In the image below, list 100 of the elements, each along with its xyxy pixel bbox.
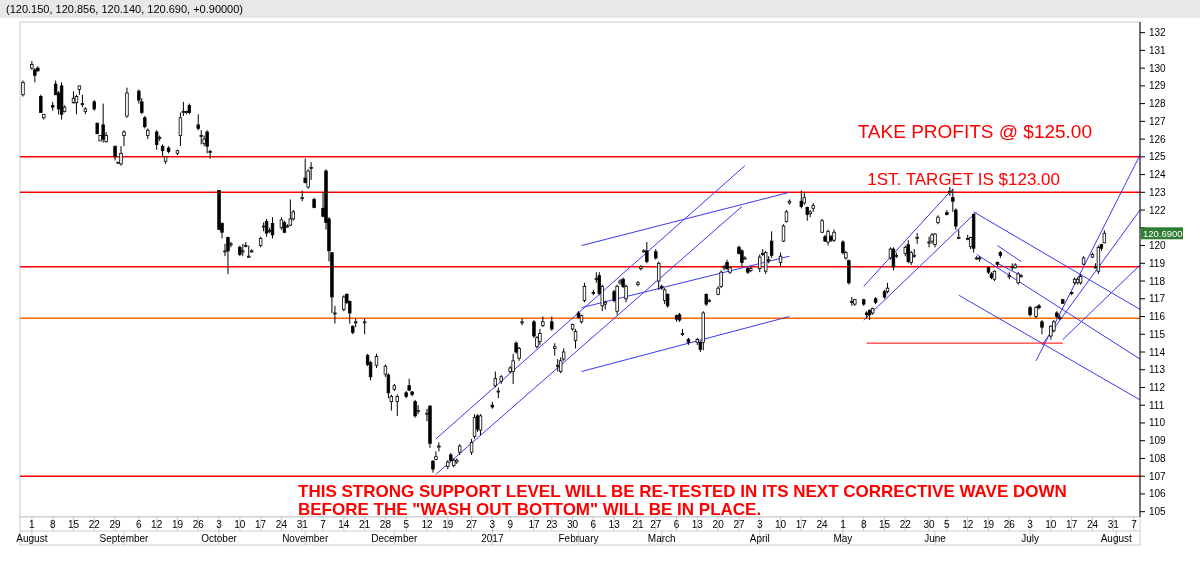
x-tick-label: 24 <box>275 519 288 530</box>
y-tick-label: 108 <box>1149 452 1167 464</box>
annotation: 1ST. TARGET IS $123.00 <box>867 170 1060 189</box>
x-tick-label: 15 <box>878 519 891 530</box>
y-tick-label: 126 <box>1149 133 1167 145</box>
x-tick-label: 19 <box>982 519 995 530</box>
x-tick-label: 13 <box>608 519 621 530</box>
y-tick-label: 111 <box>1149 399 1165 411</box>
y-tick-label: 110 <box>1149 417 1166 429</box>
x-tick-label: 6 <box>590 519 597 530</box>
x2-tick-label: April <box>749 533 770 544</box>
x-tick-label: 28 <box>379 519 392 530</box>
x-tick-label: 19 <box>171 519 184 530</box>
y-tick-label: 118 <box>1149 275 1166 287</box>
x2-tick-label: August <box>1100 533 1133 544</box>
x-tick-label: 8 <box>860 519 867 530</box>
chart-title: (120.150, 120.856, 120.140, 120.690, +0.90000) <box>6 3 244 15</box>
x-tick-label: 31 <box>296 519 309 530</box>
x-tick-label: 5 <box>944 519 951 530</box>
x-tick-label: 21 <box>359 519 371 530</box>
annotation: BEFORE THE "WASH OUT BOTTOM" WILL BE IN PLACE. <box>298 500 762 519</box>
x-tick-label: 7 <box>1131 519 1138 530</box>
y-tick-label: 128 <box>1149 98 1167 110</box>
x-tick-label: 3 <box>756 519 763 530</box>
x-tick-label: 8 <box>49 519 56 530</box>
x2-tick-label: June <box>924 533 947 544</box>
x-tick-label: 19 <box>442 519 454 530</box>
y-tick-label: 117 <box>1149 293 1166 305</box>
y-tick-label: 120 <box>1149 240 1167 252</box>
y-tick-label: 125 <box>1149 151 1167 163</box>
x-tick-label: 1 <box>840 519 847 530</box>
x-tick-label: 3 <box>1027 519 1034 530</box>
y-tick-label: 115 <box>1149 328 1166 340</box>
y-tick-label: 105 <box>1149 506 1167 518</box>
x-tick-label: 10 <box>1045 519 1057 530</box>
x-tick-label: 26 <box>1003 519 1016 530</box>
x-tick-label: 21 <box>632 519 644 530</box>
x-tick-label: 12 <box>962 519 974 530</box>
x-tick-label: 15 <box>67 519 80 530</box>
y-tick-label: 131 <box>1149 44 1167 56</box>
y-tick-label: 106 <box>1149 488 1167 500</box>
x2-tick-label: August <box>16 533 48 544</box>
y-tick-label: 112 <box>1149 381 1166 393</box>
x-tick-label: 17 <box>528 519 540 530</box>
x-tick-label: 26 <box>192 519 205 530</box>
annotation: TAKE PROFITS @ $125.00 <box>857 121 1092 142</box>
x-tick-label: 30 <box>567 519 579 530</box>
y-tick-label: 107 <box>1149 470 1167 482</box>
x-tick-label: 31 <box>1107 519 1120 530</box>
x-tick-label: 7 <box>320 519 327 530</box>
x-tick-label: 22 <box>88 519 101 530</box>
x-tick-label: 20 <box>712 519 725 530</box>
x-tick-label: 6 <box>136 519 143 530</box>
x2-tick-label: October <box>201 533 238 544</box>
x-tick-label: 30 <box>923 519 936 530</box>
y-tick-label: 124 <box>1149 169 1167 181</box>
x-tick-label: 12 <box>421 519 433 530</box>
x-tick-label: 5 <box>403 519 410 530</box>
x-tick-label: 17 <box>255 519 267 530</box>
x2-tick-label: 2017 <box>481 533 504 544</box>
x-tick-label: 17 <box>1066 519 1078 530</box>
x-tick-label: 22 <box>899 519 912 530</box>
y-tick-label: 119 <box>1149 257 1166 269</box>
y-tick-label: 127 <box>1149 115 1167 127</box>
x-tick-label: 10 <box>774 519 787 530</box>
x-tick-label: 6 <box>673 519 680 530</box>
x-tick-label: 12 <box>151 519 163 530</box>
x2-tick-label: February <box>558 533 599 544</box>
y-tick-label: 130 <box>1149 62 1167 74</box>
y-tick-label: 113 <box>1149 364 1166 376</box>
x2-tick-label: December <box>371 533 419 544</box>
y-tick-label: 109 <box>1149 435 1167 447</box>
x2-tick-label: May <box>833 533 853 544</box>
x-tick-label: 24 <box>816 519 829 530</box>
y-tick-label: 132 <box>1149 27 1167 39</box>
x-tick-label: 27 <box>466 519 478 530</box>
x2-tick-label: September <box>99 533 150 544</box>
x2-tick-label: March <box>647 533 676 544</box>
x2-tick-label: July <box>1021 533 1039 544</box>
y-tick-label: 122 <box>1149 204 1167 216</box>
y-tick-label: 129 <box>1149 80 1167 92</box>
x-tick-label: 27 <box>650 519 662 530</box>
text: 120.6900 <box>1143 227 1183 239</box>
x-tick-label: 10 <box>234 519 246 530</box>
annotation: THIS STRONG SUPPORT LEVEL WILL BE RE-TESTED IN ITS NEXT CORRECTIVE WAVE DOWN <box>298 482 1067 501</box>
x-tick-label: 3 <box>489 519 496 530</box>
x-tick-label: 1 <box>29 519 36 530</box>
x2-tick-label: November <box>282 533 329 544</box>
y-tick-label: 116 <box>1149 311 1166 323</box>
x-tick-label: 23 <box>546 519 558 530</box>
y-tick-label: 114 <box>1149 346 1166 358</box>
x-tick-label: 3 <box>216 519 223 530</box>
x-tick-label: 29 <box>109 519 122 530</box>
y-tick-label: 123 <box>1149 186 1167 198</box>
x-tick-label: 24 <box>1086 519 1099 530</box>
x-tick-label: 14 <box>338 519 350 530</box>
x-tick-label: 27 <box>733 519 745 530</box>
x-tick-label: 17 <box>795 519 808 530</box>
x-tick-label: 9 <box>507 519 514 530</box>
x-tick-label: 13 <box>691 519 704 530</box>
